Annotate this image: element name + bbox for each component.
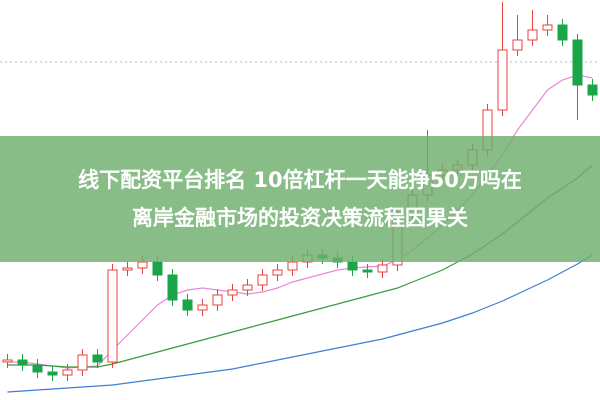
candle-body xyxy=(62,369,73,376)
candle-body xyxy=(47,371,58,376)
candle-body xyxy=(587,84,598,96)
candle-body xyxy=(527,29,538,41)
candle-body xyxy=(137,261,148,269)
candle-body xyxy=(287,261,298,271)
candle-body xyxy=(92,354,103,363)
candle-body xyxy=(542,24,553,31)
candle-body xyxy=(32,364,43,373)
candle-body xyxy=(122,267,133,271)
candle-body xyxy=(197,304,208,311)
candle-body xyxy=(167,274,178,301)
candle-body xyxy=(227,289,238,296)
candle-body xyxy=(2,359,13,363)
candle-body xyxy=(572,39,583,86)
candle-body xyxy=(272,269,283,276)
candle-body xyxy=(17,359,28,366)
candle-body xyxy=(377,264,388,273)
title-banner: 线下配资平台排名 10倍杠杆一天能挣50万吗在 离岸金融市场的投资决策流程因果关 xyxy=(0,136,600,262)
ma-line xyxy=(7,254,593,393)
candle-body xyxy=(497,49,508,111)
title-line: 离岸金融市场的投资决策流程因果关 xyxy=(132,206,468,230)
candle-body xyxy=(77,354,88,371)
candle-body xyxy=(182,299,193,311)
candle-body xyxy=(512,39,523,51)
candle-body xyxy=(242,284,253,291)
candle-body xyxy=(152,261,163,276)
candle-body xyxy=(557,24,568,41)
title-line: 线下配资平台排名 10倍杠杆一天能挣50万吗在 xyxy=(78,168,522,192)
candle-body xyxy=(362,269,373,273)
candle-body xyxy=(212,294,223,306)
candle-body xyxy=(107,269,118,363)
candle-body xyxy=(347,261,358,271)
candle-body xyxy=(257,274,268,286)
